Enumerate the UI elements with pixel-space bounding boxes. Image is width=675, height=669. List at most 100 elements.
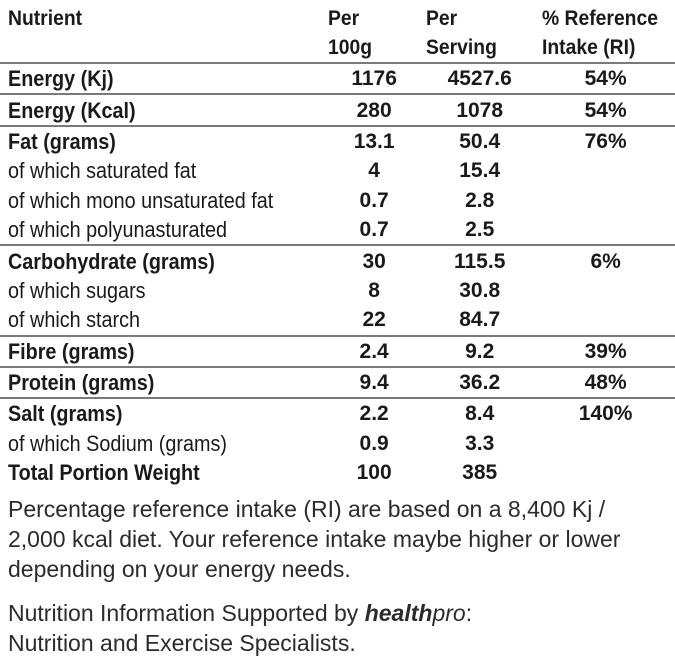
nutrient-name: Energy (Kj) [8,66,114,92]
reference-intake-value [536,156,675,185]
header-nutrient: Nutrient [8,4,82,33]
table-row: Salt (grams) 2.2 8.4 140% [0,397,675,429]
table-row: Fat (grams) 13.1 50.4 76% [0,124,675,157]
per-100g-value: 280 [325,93,424,126]
per-serving-value: 30.8 [459,278,501,302]
table-row: Protein (grams) 9.4 36.2 48% [0,365,675,399]
table-row: Energy (Kcal) 280 1078 54% [0,93,675,126]
header-nutrient-label: Nutrient [8,7,83,30]
nutrient-name-cell: Carbohydrate (grams) [0,244,326,276]
nutrient-name: of which starch [8,307,141,333]
reference-intake-value: 54% [536,61,675,95]
table-row: Total Portion Weight 100 385 [0,458,675,487]
nutrition-table-body: Energy (Kj) 1176 4527.6 54% Energy (Kcal) 280… [0,61,675,487]
per-serving-value: 9.2 [423,334,537,367]
reference-intake-value [536,458,675,487]
table-row: of which sugars 8 30.8 [0,276,675,305]
reference-intake-value [536,186,675,215]
nutrient-name-cell: Fat (grams) [0,124,326,157]
per-serving-value: 1078 [423,93,537,126]
reference-intake-value [536,429,675,458]
header-per-serving-line2: Serving [426,36,497,59]
header-reference-intake-line1: % Reference [542,7,658,30]
nutrient-name-cell: Salt (grams) [0,397,326,429]
per-100g-value: 13.1 [325,124,424,157]
per-100g-value: 2.2 [325,397,424,429]
reference-intake-value: 48% [536,365,675,399]
per-100g-value: 30 [325,244,424,276]
per-100g-value: 4 [368,159,380,183]
per-serving-value: 4527.6 [423,61,537,95]
per-100g-value: 0.9 [359,431,389,455]
per-serving-value: 2.5 [465,218,495,242]
header-reference-intake: % Reference Intake (RI) [542,4,658,62]
table-row: of which saturated fat 4 15.4 [0,156,675,185]
support-note: Nutrition Information Supported by healt… [8,598,658,658]
header-per-100g-line2: 100g [328,36,373,59]
table-row: Fibre (grams) 2.4 9.2 39% [0,334,675,367]
brand-name-light: pro [432,600,466,626]
per-100g-value: 22 [362,308,386,332]
reference-intake-value: 140% [536,397,675,429]
nutrient-name: Salt (grams) [8,401,123,427]
per-serving-value: 36.2 [423,365,537,399]
table-row: Carbohydrate (grams) 30 115.5 6% [0,244,675,276]
per-100g-value: 100 [356,461,392,485]
reference-intake-value: 54% [536,93,675,126]
per-serving-value: 3.3 [465,431,495,455]
reference-intake-note: Percentage reference intake (RI) are bas… [8,496,621,582]
nutrient-name-cell: of which Sodium (grams) [0,429,325,458]
nutrient-name-cell: Fibre (grams) [0,334,326,367]
per-serving-value: 2.8 [465,188,495,212]
nutrient-name: of which mono unsaturated fat [8,187,274,213]
nutrient-name: of which saturated fat [8,158,197,184]
nutrient-name-cell: of which starch [0,305,325,335]
per-100g-value: 0.7 [359,218,389,242]
per-100g-value: 0.7 [359,188,389,212]
support-colon: : [465,600,473,626]
reference-intake-value: 6% [536,244,675,276]
header-per-100g: Per 100g [328,4,372,62]
nutrient-name-cell: Energy (Kcal) [0,93,326,126]
nutrient-name: of which polyunasturated [8,217,228,243]
support-line-1: Nutrition Information Supported by healt… [8,598,658,628]
table-row: of which polyunasturated 0.7 2.5 [0,215,675,245]
nutrient-name-cell: Total Portion Weight [0,458,325,487]
nutrient-name: of which sugars [8,277,146,303]
nutrient-name-cell: Protein (grams) [0,365,326,399]
brand-name-bold: health [364,600,433,626]
header-per-serving-line1: Per [426,7,458,30]
nutrient-name: Fat (grams) [8,128,116,154]
nutrient-name: Energy (Kcal) [8,97,136,123]
nutrient-name-cell: Energy (Kj) [0,61,326,95]
per-100g-value: 1176 [325,61,424,95]
reference-intake-value [536,215,675,245]
reference-intake-value [536,276,675,305]
table-row: of which mono unsaturated fat 0.7 2.8 [0,186,675,215]
nutrient-name: Total Portion Weight [8,460,200,486]
per-100g-value: 9.4 [325,365,424,399]
nutrient-name: Carbohydrate (grams) [8,248,215,274]
per-100g-value: 8 [368,278,380,302]
per-serving-value: 115.5 [423,244,537,276]
reference-intake-value: 76% [536,124,675,157]
table-row: of which starch 22 84.7 [0,305,675,335]
per-serving-value: 385 [462,461,498,485]
table-row: Energy (Kj) 1176 4527.6 54% [0,61,675,95]
nutrient-name-cell: of which polyunasturated [0,215,325,245]
nutrient-name: Protein (grams) [8,370,155,396]
nutrition-table: Energy (Kj) 1176 4527.6 54% Energy (Kcal) 280… [0,61,675,487]
header-per-serving: Per Serving [426,4,497,62]
header-per-100g-line1: Per [328,7,360,30]
nutrient-name-cell: of which mono unsaturated fat [0,186,325,215]
header-reference-intake-line2: Intake (RI) [542,36,636,59]
reference-intake-value: 39% [536,334,675,367]
per-100g-value: 2.4 [325,334,424,367]
reference-intake-value [536,305,675,335]
support-line-2: Nutrition and Exercise Specialists. [8,630,356,656]
nutrient-name-cell: of which sugars [0,276,325,305]
per-serving-value: 84.7 [459,308,501,332]
per-serving-value: 15.4 [459,159,501,183]
nutrient-name: of which Sodium (grams) [8,430,227,456]
